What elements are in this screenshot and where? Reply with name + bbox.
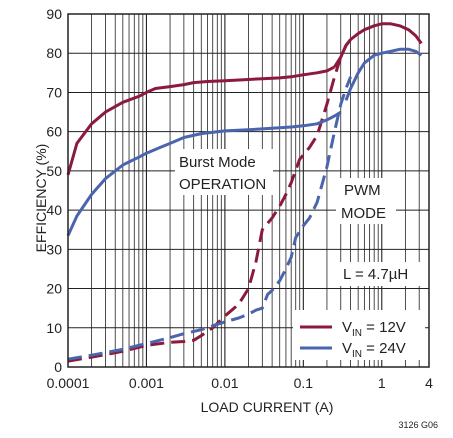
series-12v-segment-0 [66,65,336,176]
y-tick-label-9: 90 [46,6,62,22]
y-tick-label-5: 50 [46,163,62,179]
annotation-burst-mode: Burst Mode [179,154,256,171]
y-tick-label-0: 0 [54,359,62,375]
y-tick-label-1: 10 [46,320,62,336]
x-tick-label-5: 4 [425,375,433,391]
x-tick-label-2: 0.01 [211,375,238,391]
series-24v-segment-1 [344,47,423,101]
y-axis-title: EFFICIENCY (%) [33,144,49,253]
series-layer [66,22,423,363]
y-tick-label-3: 30 [46,241,62,257]
annotation-bg-0 [175,149,273,195]
x-axis-title: LOAD CURRENT (A) [201,399,334,415]
annotation-bg-3 [293,310,425,360]
y-tick-label-2: 20 [46,281,62,297]
axis-ticks: 0 10 20 30 40 50 60 70 80 90 0.0001 0.001 0.01 0.1 1 4 [46,6,433,391]
annotation-bg-1 [336,178,396,224]
x-tick-label-4: 1 [378,375,386,391]
y-tick-label-6: 60 [46,124,62,140]
annotation-burst-operation: OPERATION [179,176,266,193]
y-tick-label-7: 70 [46,84,62,100]
annotation-backgrounds [175,149,425,360]
y-tick-label-8: 80 [46,45,62,61]
y-tick-label-4: 40 [46,202,62,218]
plot-frame [67,13,430,368]
x-tick-label-3: 0.1 [294,375,314,391]
series-12v-segment-2 [67,38,352,363]
legend-label-0: VIN = 12V [342,319,406,339]
figure-id: 3126 G06 [398,420,438,430]
annotation-bg-2 [337,262,424,286]
series-24v-segment-0 [66,110,342,237]
x-tick-label-0: 0.0001 [47,375,90,391]
annotation-pwm: PWM [344,182,381,199]
legend-label-1: VIN = 24V [342,340,406,360]
annotation-inductor: L = 4.7µH [343,266,408,283]
x-tick-label-1: 0.001 [129,375,164,391]
series-24v-segment-2 [67,76,352,361]
annotation-pwm-mode: MODE [341,205,386,222]
